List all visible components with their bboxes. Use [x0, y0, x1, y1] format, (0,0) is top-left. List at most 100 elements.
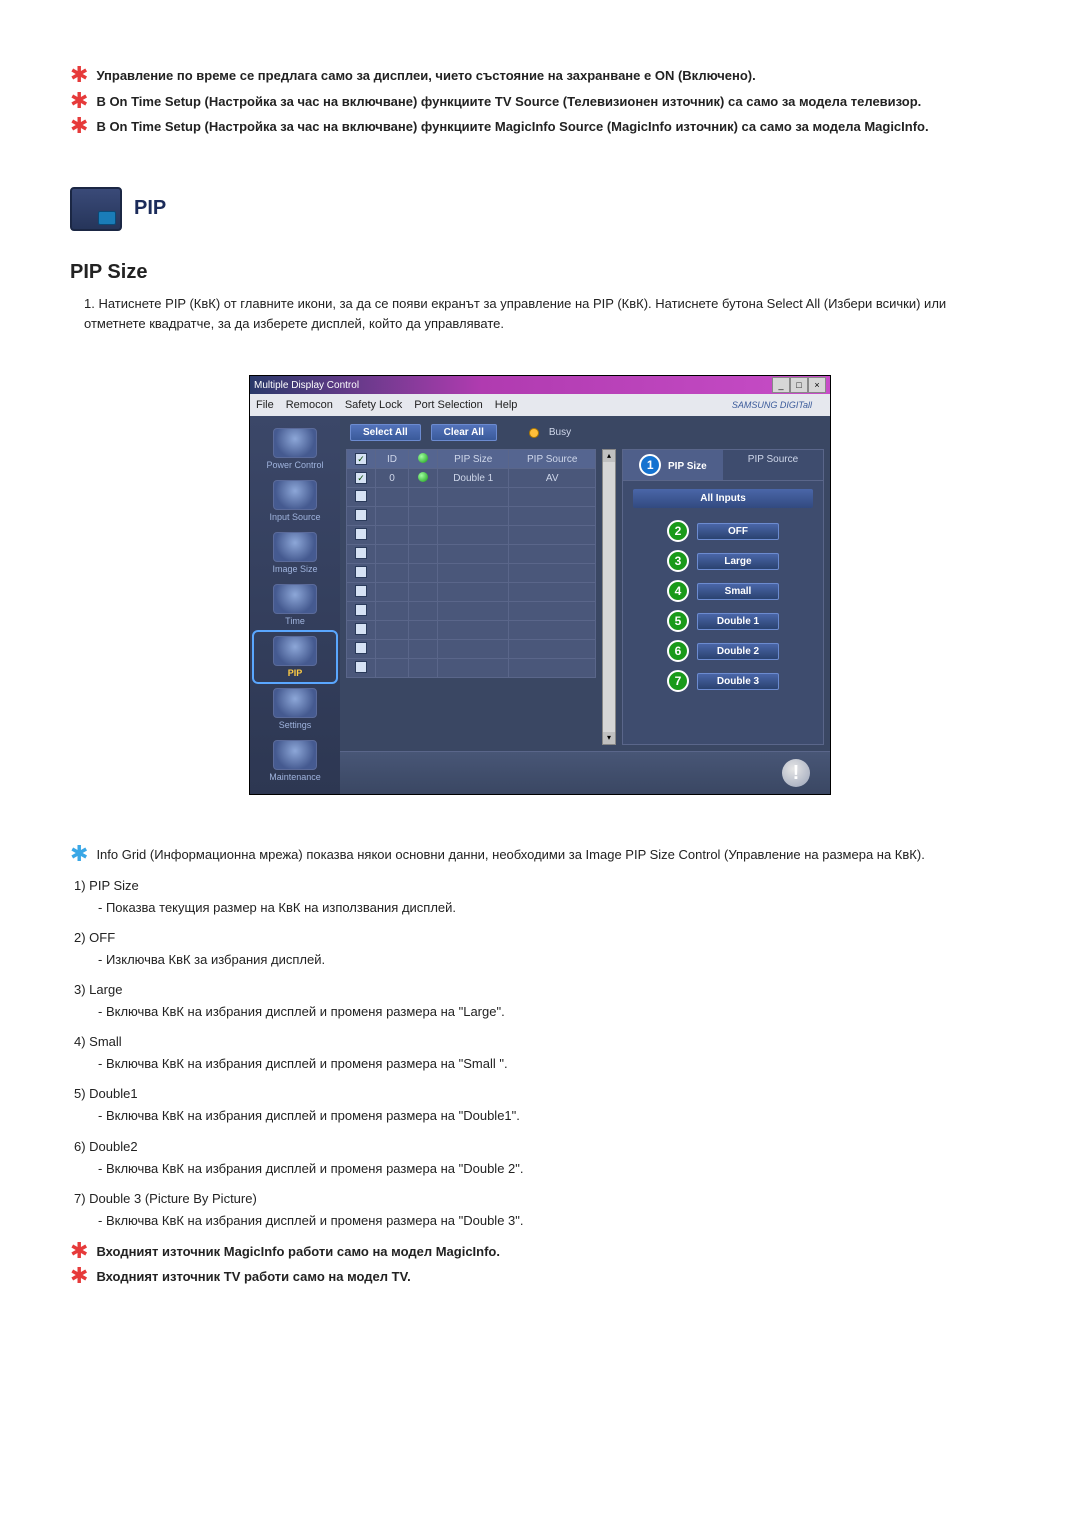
sidebar-item-power[interactable]: Power Control [254, 424, 336, 474]
list-item-head: 7) Double 3 (Picture By Picture) [74, 1191, 257, 1206]
window-title: Multiple Display Control [254, 380, 359, 391]
row-checkbox[interactable] [355, 472, 367, 484]
row-checkbox[interactable] [355, 642, 367, 654]
image-icon [273, 532, 317, 562]
list-item-sub: - Включва КвК на избрания дисплей и пром… [74, 1158, 1010, 1180]
scrollbar[interactable]: ▴ ▾ [602, 449, 616, 745]
sidebar-item-time[interactable]: Time [254, 580, 336, 630]
table-row[interactable] [347, 507, 596, 526]
intro-num: 1. [84, 296, 95, 311]
table-row[interactable] [347, 621, 596, 640]
time-icon [273, 584, 317, 614]
alert-icon[interactable]: ! [782, 759, 810, 787]
post-note: ✱ Info Grid (Информационна мрежа) показв… [70, 845, 1010, 865]
menu-port[interactable]: Port Selection [414, 399, 482, 411]
minimize-button[interactable]: _ [772, 377, 790, 393]
sidebar-item-label: PIP [254, 668, 336, 678]
menu-safety[interactable]: Safety Lock [345, 399, 402, 411]
list-item-head: 6) Double2 [74, 1139, 138, 1154]
sidebar-item-label: Power Control [266, 460, 323, 470]
table-row[interactable] [347, 488, 596, 507]
btn-off[interactable]: OFF [697, 523, 779, 540]
sidebar-item-label: Time [285, 616, 305, 626]
data-grid: ID PIP Size PIP Source 0 Double 1 AV [346, 449, 596, 745]
scroll-up-icon[interactable]: ▴ [603, 450, 615, 462]
select-all-button[interactable]: Select All [350, 424, 421, 441]
list-item: 4) Small - Включва КвК на избрания диспл… [74, 1031, 1010, 1075]
description-list: 1) PIP Size - Показва текущия размер на … [70, 875, 1010, 1232]
btn-large[interactable]: Large [697, 553, 779, 570]
table-row[interactable] [347, 602, 596, 621]
callout-3-badge: 3 [667, 550, 689, 572]
power-icon [273, 428, 317, 458]
list-item: 1) PIP Size - Показва текущия размер на … [74, 875, 1010, 919]
close-button[interactable]: × [808, 377, 826, 393]
row-checkbox[interactable] [355, 509, 367, 521]
final-note-2-text: Входният източник TV работи само на моде… [96, 1267, 410, 1287]
list-item: 6) Double2 - Включва КвК на избрания дис… [74, 1136, 1010, 1180]
post-note-text: Info Grid (Информационна мрежа) показва … [96, 845, 924, 865]
right-panel: 1 PIP Size PIP Source All Inputs 2 OFF 3 [622, 449, 824, 745]
btn-double3[interactable]: Double 3 [697, 673, 779, 690]
sidebar-item-pip[interactable]: PIP [254, 632, 336, 682]
row-checkbox[interactable] [355, 661, 367, 673]
note-1-text: Управление по време се предлага само за … [96, 66, 755, 86]
list-item-head: 1) PIP Size [74, 878, 139, 893]
final-note-1: ✱ Входният източник MagicInfo работи сам… [70, 1242, 1010, 1262]
row-checkbox[interactable] [355, 547, 367, 559]
tab-number-badge: 1 [639, 454, 661, 476]
clear-all-button[interactable]: Clear All [431, 424, 497, 441]
menu-remocon[interactable]: Remocon [286, 399, 333, 411]
tab-pip-source[interactable]: PIP Source [723, 450, 823, 480]
maintenance-icon [273, 740, 317, 770]
btn-double2[interactable]: Double 2 [697, 643, 779, 660]
tab-pip-size[interactable]: 1 PIP Size [623, 450, 723, 480]
sidebar-item-settings[interactable]: Settings [254, 684, 336, 734]
sidebar-item-maint[interactable]: Maintenance [254, 736, 336, 786]
col-check[interactable] [347, 450, 376, 469]
row-checkbox[interactable] [355, 528, 367, 540]
final-note-1-text: Входният източник MagicInfo работи само … [96, 1242, 500, 1262]
table-row[interactable] [347, 564, 596, 583]
list-item-sub: - Включва КвК на избрания дисплей и пром… [74, 1001, 1010, 1023]
table-row[interactable] [347, 583, 596, 602]
bullet-star: ✱ [70, 1267, 88, 1285]
window-buttons: _ □ × [772, 377, 826, 393]
menubar: File Remocon Safety Lock Port Selection … [250, 394, 830, 416]
sidebar-item-label: Image Size [272, 564, 317, 574]
btn-small[interactable]: Small [697, 583, 779, 600]
cell-pipsize: Double 1 [438, 469, 509, 488]
table-row[interactable] [347, 545, 596, 564]
panel-bar-all-inputs: All Inputs [633, 489, 813, 508]
table-row[interactable]: 0 Double 1 AV [347, 469, 596, 488]
settings-icon [273, 688, 317, 718]
row-checkbox[interactable] [355, 623, 367, 635]
maximize-button[interactable]: □ [790, 377, 808, 393]
callout-6-badge: 6 [667, 640, 689, 662]
bullet-star: ✱ [70, 66, 88, 84]
col-pipsize: PIP Size [438, 450, 509, 469]
row-checkbox[interactable] [355, 604, 367, 616]
table-row[interactable] [347, 659, 596, 678]
section-title: PIP [134, 197, 166, 220]
sidebar-item-label: Input Source [269, 512, 320, 522]
table-row[interactable] [347, 526, 596, 545]
scroll-down-icon[interactable]: ▾ [603, 732, 615, 744]
subsection-title: PIP Size [70, 261, 1010, 284]
input-icon [273, 480, 317, 510]
list-item-head: 5) Double1 [74, 1086, 138, 1101]
sidebar-item-input[interactable]: Input Source [254, 476, 336, 526]
table-row[interactable] [347, 640, 596, 659]
row-checkbox[interactable] [355, 566, 367, 578]
row-checkbox[interactable] [355, 490, 367, 502]
btn-double1[interactable]: Double 1 [697, 613, 779, 630]
menu-help[interactable]: Help [495, 399, 518, 411]
intro-text: Натиснете PIP (КвК) от главните икони, з… [84, 296, 946, 332]
sidebar-item-label: Maintenance [269, 772, 321, 782]
top-buttons: Select All Clear All Busy [340, 416, 830, 449]
bullet-star: ✱ [70, 92, 88, 110]
sidebar-item-image[interactable]: Image Size [254, 528, 336, 578]
row-checkbox[interactable] [355, 585, 367, 597]
menu-file[interactable]: File [256, 399, 274, 411]
intro-paragraph: 1. Натиснете PIP (КвК) от главните икони… [70, 294, 1010, 336]
